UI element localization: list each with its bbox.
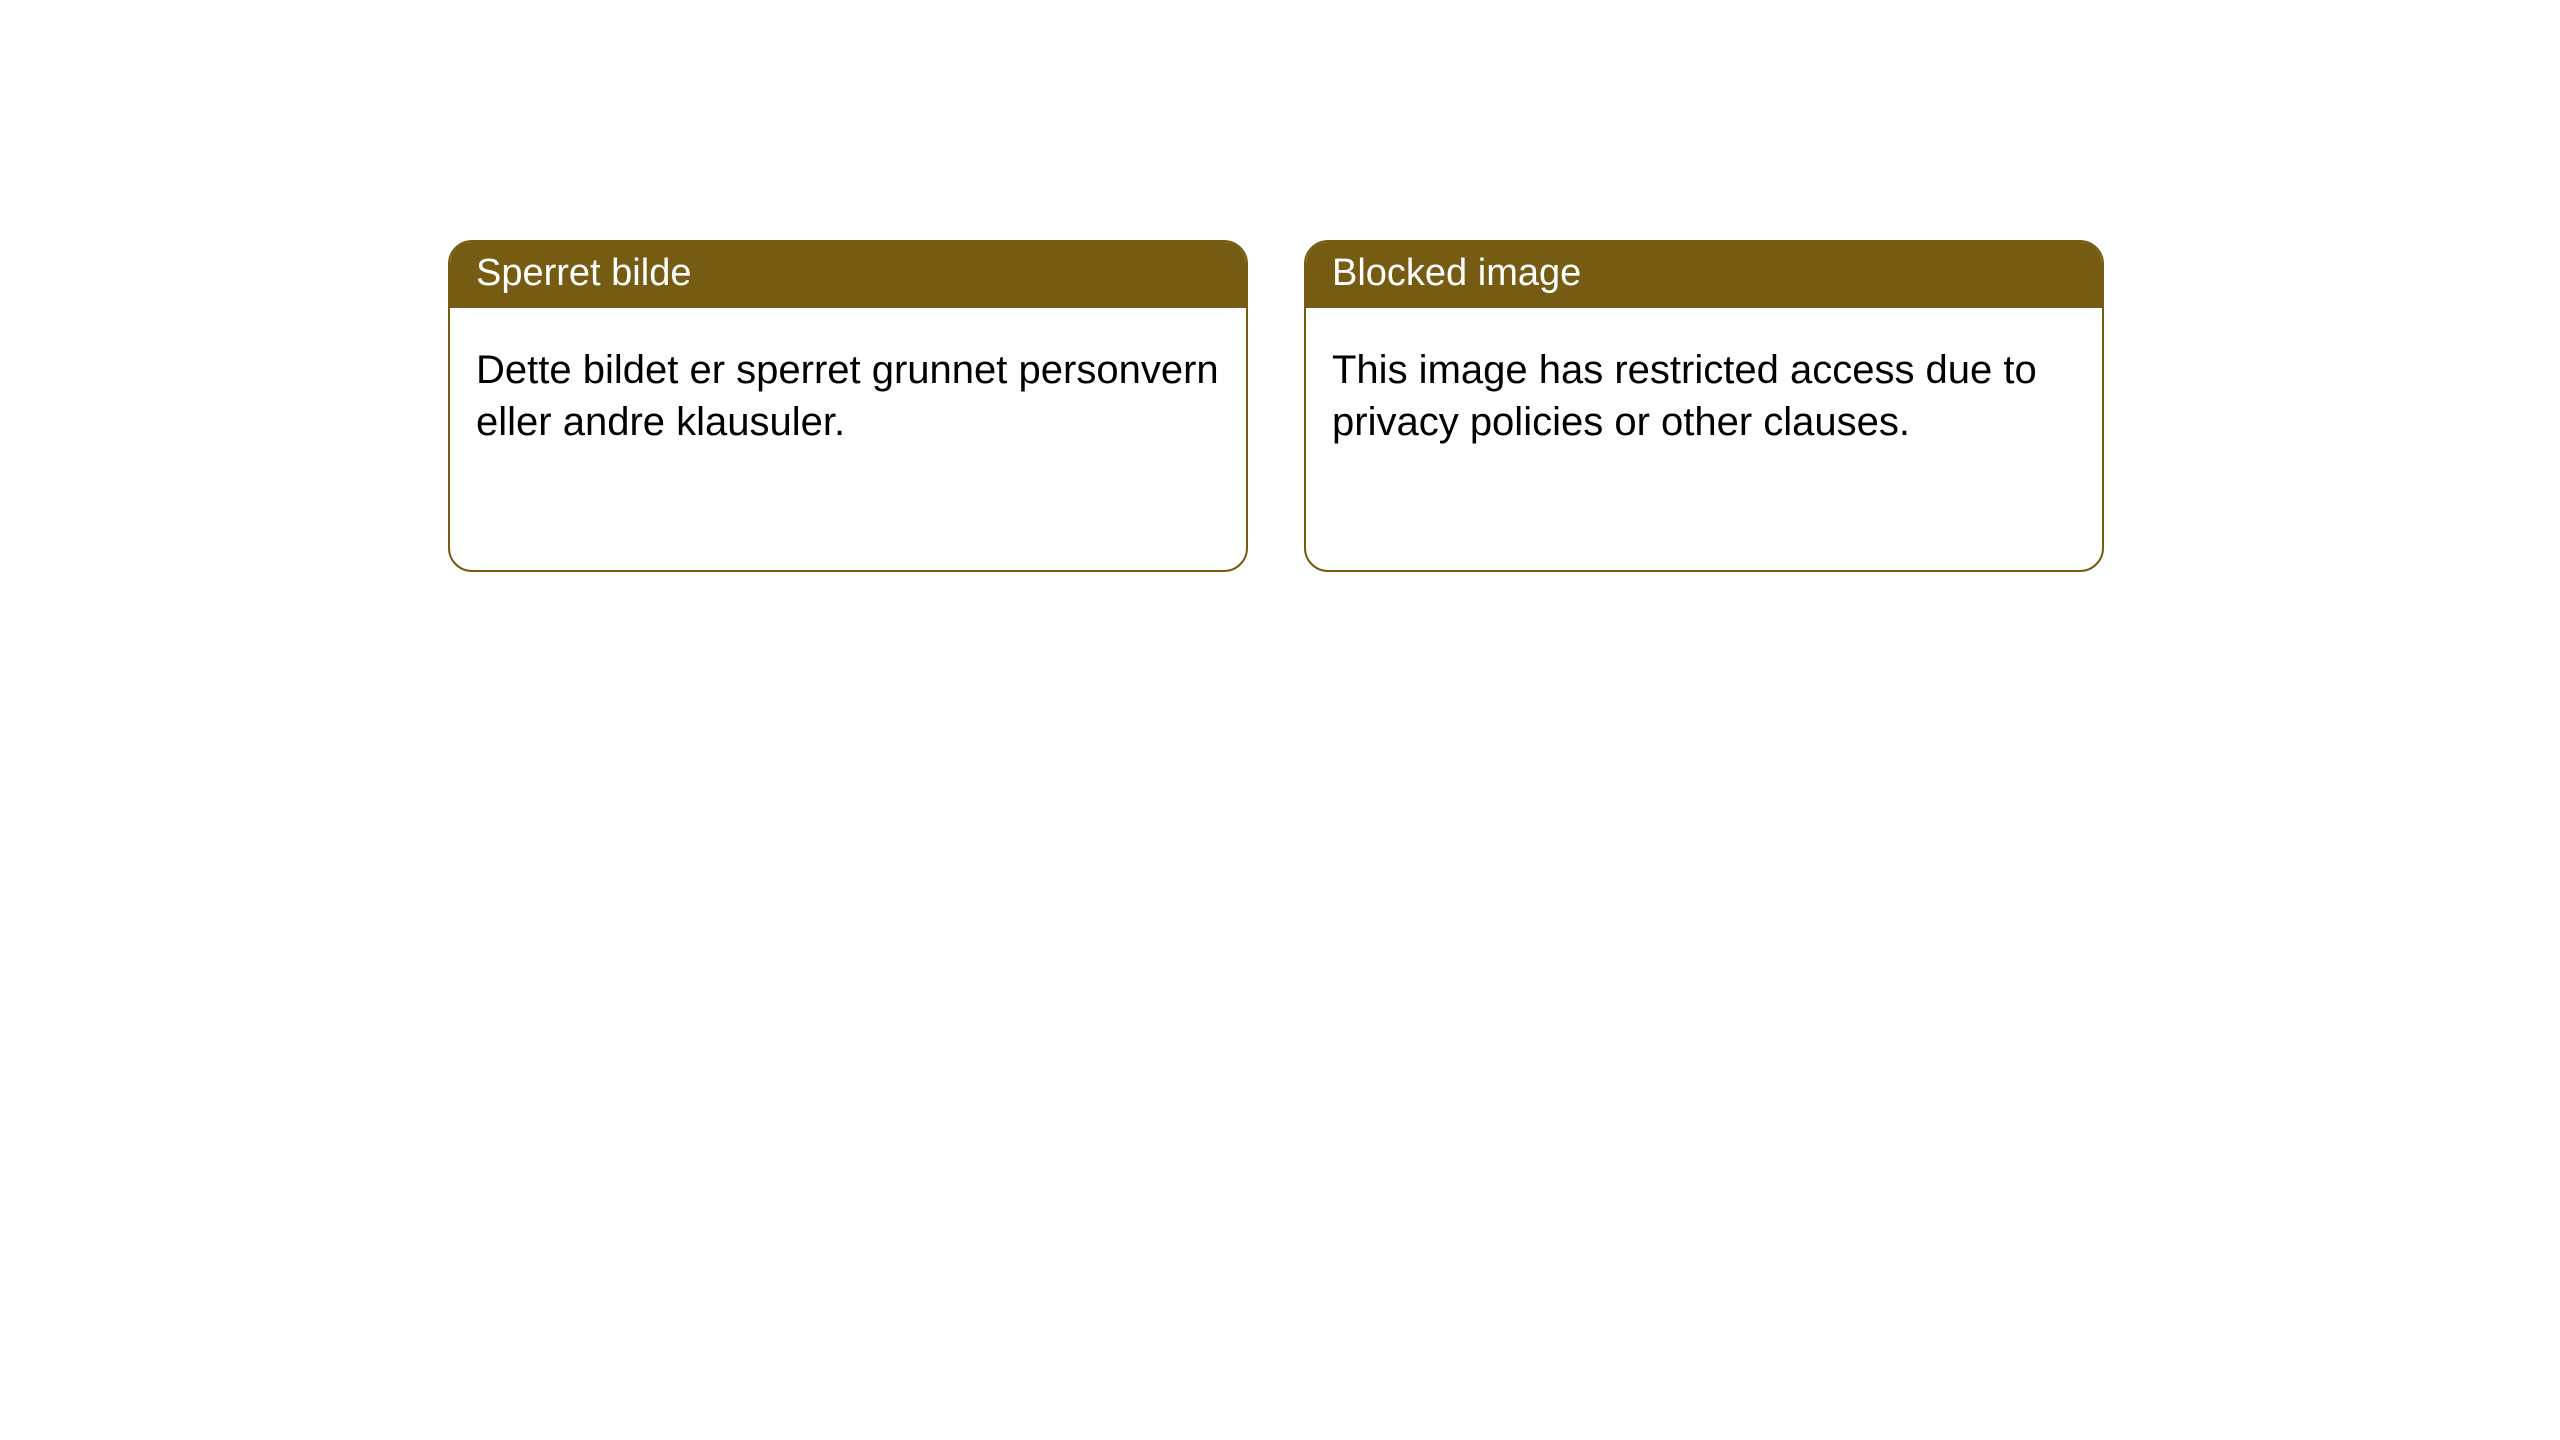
card-body-text: Dette bildet er sperret grunnet personve…: [450, 308, 1246, 474]
card-title: Blocked image: [1306, 242, 2102, 308]
blocked-image-card-english: Blocked image This image has restricted …: [1304, 240, 2104, 572]
card-title: Sperret bilde: [450, 242, 1246, 308]
blocked-image-card-norwegian: Sperret bilde Dette bildet er sperret gr…: [448, 240, 1248, 572]
cards-container: Sperret bilde Dette bildet er sperret gr…: [0, 0, 2560, 572]
card-body-text: This image has restricted access due to …: [1306, 308, 2102, 474]
